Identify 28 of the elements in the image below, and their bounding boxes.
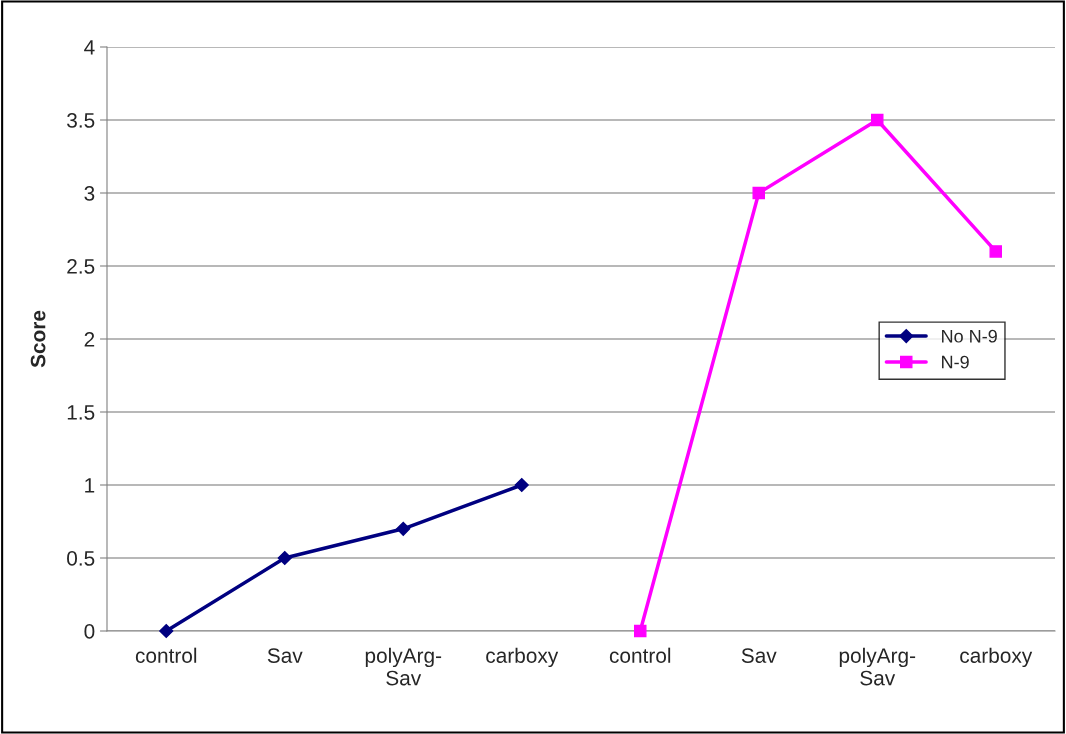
point	[633, 624, 647, 638]
x-tick-label: polyArg- Sav	[839, 647, 916, 686]
y-tick-label: 1.5	[67, 405, 95, 420]
x-tick-label: Sav	[267, 648, 303, 663]
y-tick-label: 0.5	[67, 551, 95, 566]
x-tick-label: polyArg- Sav	[365, 647, 442, 686]
y-tick-label: 4	[84, 40, 95, 55]
y-tick-label: 2.5	[67, 259, 95, 274]
point	[514, 477, 529, 493]
y-tick-label: 0	[84, 624, 95, 639]
y-tick-label: 2	[84, 332, 95, 347]
x-tick-label: control	[135, 647, 197, 663]
x-tick-label: Sav	[741, 648, 777, 663]
point	[989, 245, 1003, 258]
y-tick-label: 3	[84, 186, 95, 201]
point	[277, 550, 292, 566]
legend-label: N-9	[942, 355, 969, 369]
point	[159, 623, 174, 639]
y-tick-label: 1	[85, 478, 95, 493]
point	[870, 113, 884, 127]
y-axis-title: Score	[30, 310, 46, 368]
legend-label: No N-9	[942, 329, 997, 343]
y-tick-label: 3.5	[67, 113, 95, 128]
point	[752, 186, 766, 200]
x-tick-label: carboxy	[486, 647, 559, 668]
x-tick-label: control	[609, 647, 671, 663]
point	[396, 521, 411, 536]
x-tick-label: carboxy	[960, 647, 1033, 668]
